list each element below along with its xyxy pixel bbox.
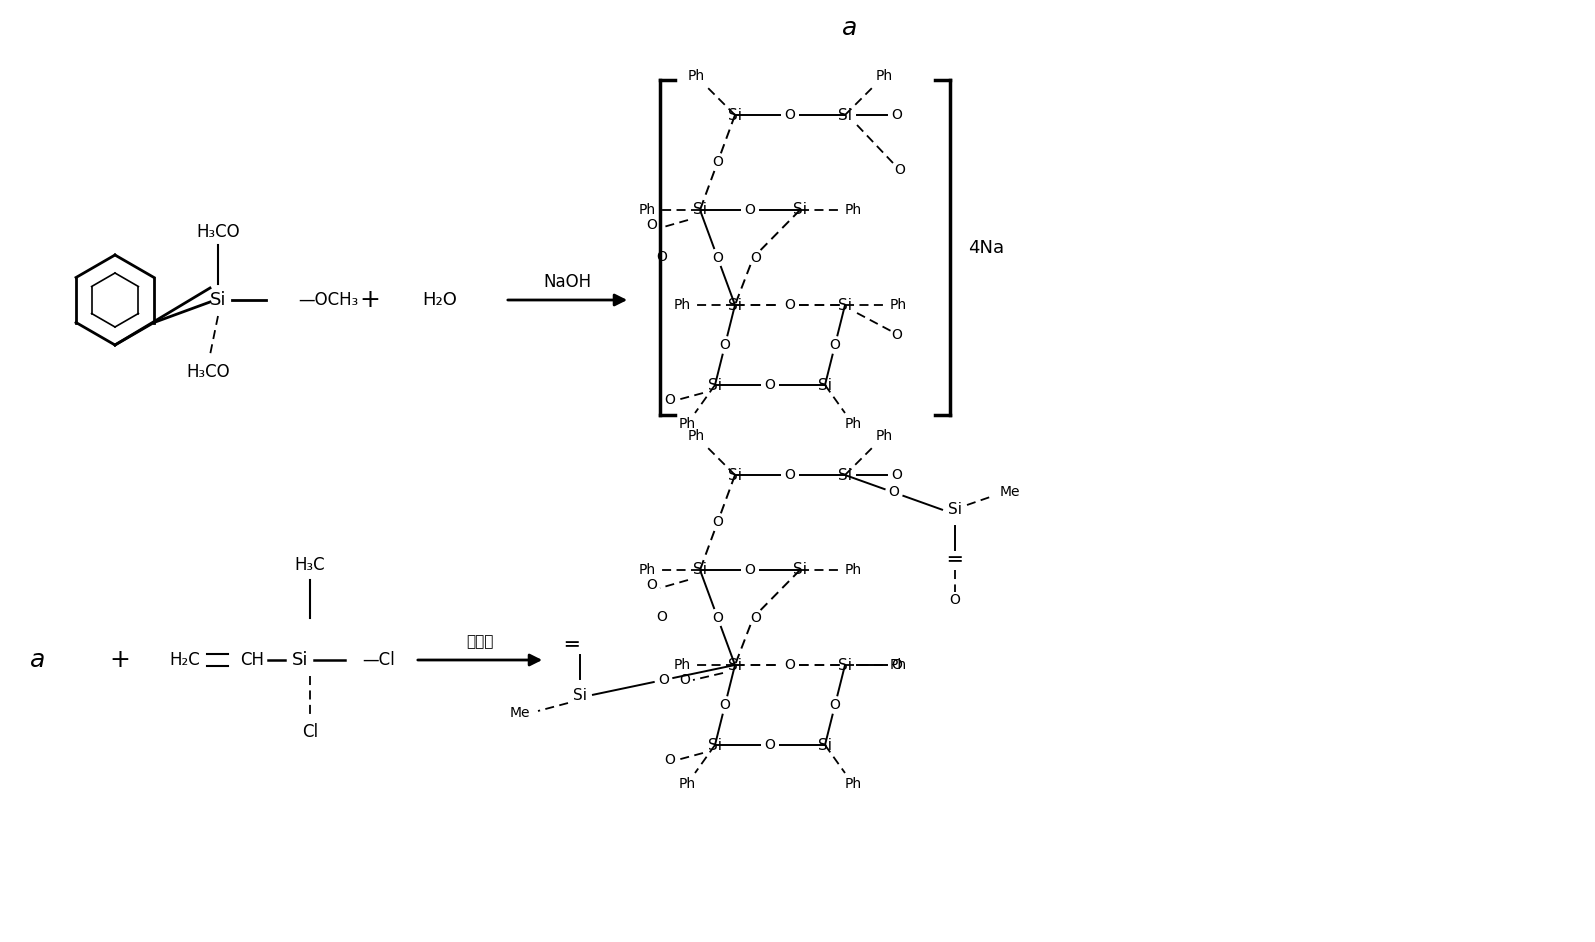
Text: O: O xyxy=(949,593,960,607)
Text: Me: Me xyxy=(509,706,530,720)
Text: H₃C: H₃C xyxy=(295,556,325,574)
Text: H₃CO: H₃CO xyxy=(196,223,239,241)
Text: Si: Si xyxy=(573,688,587,703)
Text: Ph: Ph xyxy=(673,658,691,672)
Text: Ph: Ph xyxy=(678,777,695,791)
Text: O: O xyxy=(892,108,903,122)
Text: O: O xyxy=(892,658,903,672)
Text: Ph: Ph xyxy=(890,298,908,312)
Text: O: O xyxy=(785,298,796,312)
Text: O: O xyxy=(888,485,900,499)
Text: 三乙胺: 三乙胺 xyxy=(466,635,494,649)
Text: Ph: Ph xyxy=(890,658,908,672)
Text: Si: Si xyxy=(727,658,742,673)
Text: O: O xyxy=(657,610,667,624)
Text: O: O xyxy=(750,610,761,625)
Text: H₂C: H₂C xyxy=(169,651,201,669)
Text: Ph: Ph xyxy=(844,777,861,791)
Text: Si: Si xyxy=(708,378,723,393)
Text: Ph: Ph xyxy=(678,417,695,431)
Text: O: O xyxy=(785,468,796,482)
Text: Si: Si xyxy=(211,291,226,309)
Text: O: O xyxy=(659,673,668,687)
Text: Si: Si xyxy=(818,738,833,753)
Text: Si: Si xyxy=(947,502,962,517)
Text: Ph: Ph xyxy=(638,203,656,217)
Text: +: + xyxy=(359,288,381,312)
Text: Si: Si xyxy=(793,562,807,577)
Text: O: O xyxy=(745,563,756,577)
Text: Si: Si xyxy=(692,562,707,577)
Text: Si: Si xyxy=(708,738,723,753)
Text: O: O xyxy=(719,338,731,352)
Text: O: O xyxy=(764,738,775,752)
Text: O: O xyxy=(785,108,796,122)
Text: NaOH: NaOH xyxy=(544,273,592,291)
Text: a: a xyxy=(842,16,858,40)
Text: Si: Si xyxy=(837,107,852,122)
Text: Ph: Ph xyxy=(687,69,705,83)
Text: O: O xyxy=(829,698,841,712)
Text: Si: Si xyxy=(727,467,742,482)
Text: Me: Me xyxy=(1000,485,1021,499)
Text: Cl: Cl xyxy=(301,723,317,741)
Text: Si: Si xyxy=(818,378,833,393)
Text: Si: Si xyxy=(692,203,707,218)
Text: Si: Si xyxy=(837,658,852,673)
Text: O: O xyxy=(895,163,906,177)
Text: —OCH₃: —OCH₃ xyxy=(298,291,359,309)
Text: O: O xyxy=(829,338,841,352)
Text: O: O xyxy=(892,328,903,342)
Text: O: O xyxy=(665,393,675,407)
Text: Si: Si xyxy=(837,467,852,482)
Text: Si: Si xyxy=(727,298,742,313)
Text: O: O xyxy=(665,753,675,767)
Text: O: O xyxy=(646,578,657,592)
Text: ═: ═ xyxy=(566,635,579,655)
Text: Ph: Ph xyxy=(673,298,691,312)
Text: Ph: Ph xyxy=(638,563,656,577)
Text: O: O xyxy=(785,658,796,672)
Text: 4Na: 4Na xyxy=(968,239,1005,257)
Text: Si: Si xyxy=(727,107,742,122)
Text: CH: CH xyxy=(239,651,265,669)
Text: O: O xyxy=(892,468,903,482)
Text: Si: Si xyxy=(837,298,852,313)
Text: Ph: Ph xyxy=(844,417,861,431)
Text: O: O xyxy=(745,203,756,217)
Text: Ph: Ph xyxy=(876,429,893,443)
Text: a: a xyxy=(30,648,46,672)
Text: O: O xyxy=(657,250,667,264)
Text: O: O xyxy=(764,378,775,392)
Text: Si: Si xyxy=(292,651,308,669)
Text: H₂O: H₂O xyxy=(423,291,458,309)
Text: O: O xyxy=(711,515,723,529)
Text: Ph: Ph xyxy=(845,203,861,217)
Text: O: O xyxy=(679,673,691,687)
Text: O: O xyxy=(711,251,723,265)
Text: ═: ═ xyxy=(949,550,962,570)
Text: Si: Si xyxy=(793,203,807,218)
Text: H₃CO: H₃CO xyxy=(187,363,230,381)
Text: O: O xyxy=(750,251,761,265)
Text: —Cl: —Cl xyxy=(362,651,394,669)
Text: +: + xyxy=(110,648,131,672)
Text: Ph: Ph xyxy=(876,69,893,83)
Text: Ph: Ph xyxy=(687,429,705,443)
Text: Ph: Ph xyxy=(845,563,861,577)
Text: O: O xyxy=(719,698,731,712)
Text: O: O xyxy=(711,155,723,170)
Text: O: O xyxy=(711,610,723,625)
Text: O: O xyxy=(646,218,657,232)
